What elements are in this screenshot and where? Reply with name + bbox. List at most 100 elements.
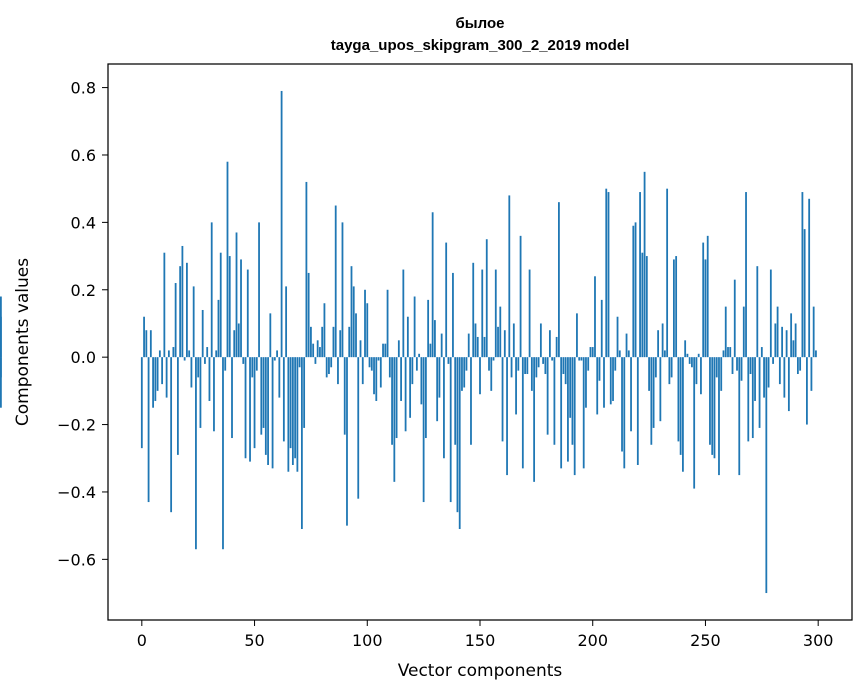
bar-63: [282, 357, 285, 442]
bar-16: [176, 357, 179, 455]
bar-22: [190, 357, 193, 388]
bar-112: [393, 357, 396, 482]
bar-276: [763, 357, 765, 398]
bar-293: [801, 192, 804, 358]
bar-46: [244, 357, 247, 459]
x-tick-label: 250: [690, 631, 721, 650]
bar-210: [614, 357, 617, 371]
bar-10: [163, 252, 166, 358]
bar-33: [215, 350, 218, 358]
bar-13: [170, 357, 173, 513]
bar-115: [400, 357, 402, 401]
bar-104: [375, 357, 378, 401]
bar-undefined: [0, 357, 2, 408]
bar-62: [280, 90, 283, 358]
bar-274: [758, 357, 761, 428]
bar-142: [461, 357, 463, 391]
bar-12: [167, 350, 170, 358]
y-tick-label: 0.6: [71, 146, 96, 165]
bar-174: [533, 357, 536, 482]
bar-2: [145, 330, 148, 358]
bar-262: [731, 357, 734, 375]
bar-209: [612, 357, 614, 401]
bar-91: [346, 357, 348, 526]
bar-229: [657, 330, 660, 358]
bar-3: [147, 357, 150, 503]
y-axis-ticks: −0.6 −0.4 −0.2 0.0 0.2 0.4 0.6 0.8: [57, 79, 108, 569]
bar-18: [181, 245, 184, 358]
bar-48: [249, 357, 251, 462]
bar-6: [154, 357, 157, 401]
bar-249: [702, 242, 705, 358]
x-axis-label: Vector components: [398, 661, 563, 681]
bar-11: [165, 357, 168, 398]
bar-261: [729, 347, 732, 358]
bar-21: [188, 350, 191, 358]
bar-144: [465, 357, 468, 371]
bar-241: [684, 340, 687, 358]
bar-59: [273, 357, 276, 361]
bar-135: [445, 242, 448, 358]
bar-148: [474, 323, 477, 358]
bar-64: [285, 286, 288, 358]
bar-199: [589, 347, 592, 358]
bar-181: [548, 330, 551, 358]
bar-27: [201, 309, 204, 358]
bar-106: [379, 357, 382, 388]
bar-171: [526, 357, 529, 375]
y-tick-label: −0.2: [57, 416, 96, 435]
bar-179: [544, 357, 547, 375]
bar-113: [395, 357, 398, 439]
bar-7: [156, 357, 159, 391]
bar-243: [688, 357, 691, 364]
bar-80: [321, 326, 324, 358]
bar-103: [373, 357, 375, 395]
bar-263: [733, 279, 736, 358]
bar-88: [339, 330, 342, 358]
bar-295: [806, 357, 808, 425]
bar-155: [490, 357, 493, 391]
bar-285: [783, 357, 786, 398]
bar-134: [443, 357, 445, 459]
bar-44: [240, 259, 242, 358]
bar-55: [264, 357, 267, 455]
bar-198: [587, 357, 590, 371]
bar-146: [470, 357, 472, 445]
bar-188: [564, 357, 567, 385]
bar-186: [560, 357, 563, 469]
bar-147: [472, 262, 475, 358]
bar-60: [276, 350, 278, 358]
bar-85: [332, 326, 335, 358]
bar-217: [630, 357, 632, 432]
bar-226: [650, 357, 653, 445]
bar-89: [341, 222, 344, 358]
bar-154: [488, 357, 490, 371]
bar-126: [424, 357, 427, 439]
bar-14: [172, 347, 175, 358]
bar-258: [722, 350, 725, 358]
bar-270: [749, 357, 752, 375]
bar-150: [479, 357, 481, 395]
bar-137: [449, 357, 452, 503]
x-tick-label: 50: [244, 631, 264, 650]
bar-76: [312, 343, 315, 358]
bar-152: [483, 336, 486, 358]
bar-254: [713, 357, 716, 459]
bar-52: [258, 222, 260, 358]
bar-124: [420, 357, 423, 405]
bar-157: [494, 269, 497, 358]
bar-95: [355, 313, 357, 358]
bar-225: [648, 357, 650, 391]
bar-116: [402, 269, 405, 358]
x-axis-ticks: 0 50 100 150 200 250 300: [137, 620, 833, 650]
bar-282: [776, 306, 779, 358]
bar-257: [720, 357, 723, 391]
bar-168: [519, 235, 522, 358]
bar-242: [686, 353, 689, 358]
bar-123: [418, 353, 421, 358]
bar-194: [578, 357, 581, 361]
bar-176: [537, 357, 540, 368]
bar-177: [539, 323, 542, 358]
bar-1: [143, 316, 145, 358]
bar-65: [287, 357, 290, 472]
